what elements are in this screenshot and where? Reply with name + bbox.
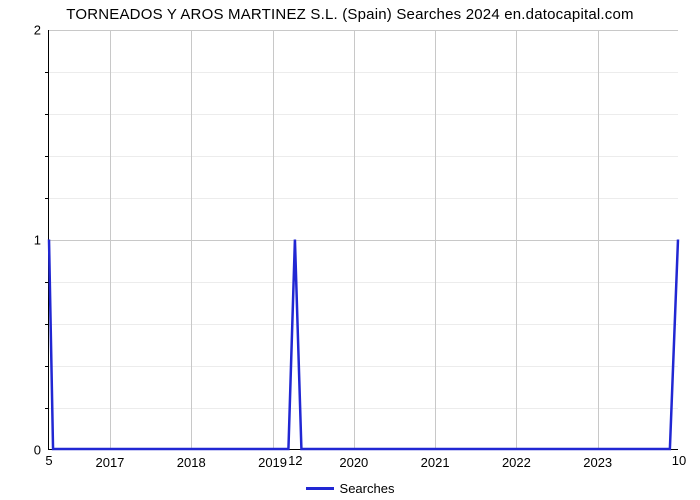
y-tick-label: 1 (34, 233, 49, 248)
legend-label: Searches (340, 481, 395, 496)
series-layer (49, 30, 678, 449)
x-tick-label: 2018 (177, 449, 206, 470)
x-tick-label: 2023 (583, 449, 612, 470)
chart-title: TORNEADOS Y AROS MARTINEZ S.L. (Spain) S… (0, 6, 700, 23)
x-tick-label: 2020 (339, 449, 368, 470)
y-tick-label: 2 (34, 23, 49, 38)
x-tick-label: 2017 (95, 449, 124, 470)
chart-legend: Searches (0, 480, 700, 496)
series-line (49, 240, 678, 450)
data-point-label: 10 (672, 449, 686, 468)
x-tick-label: 2022 (502, 449, 531, 470)
data-point-label: 5 (45, 449, 52, 468)
x-tick-label: 2021 (421, 449, 450, 470)
legend-swatch (306, 487, 334, 490)
chart-plot-area: 012201720182019202020212022202351210 (48, 30, 678, 450)
x-tick-label: 2019 (258, 449, 287, 470)
data-point-label: 12 (288, 449, 302, 468)
